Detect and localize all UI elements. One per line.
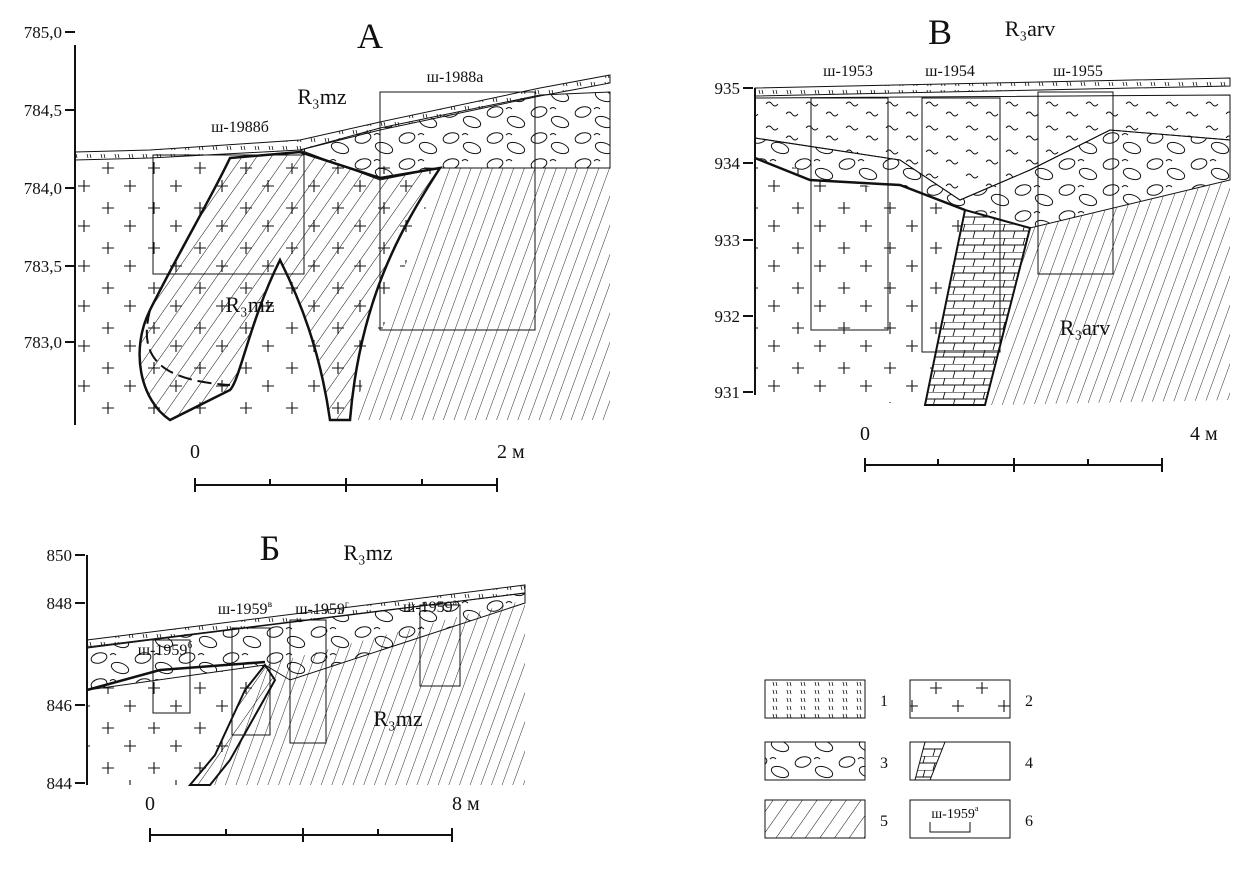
y-tick-label: 784,0 (24, 179, 62, 198)
legend-number: 4 (1025, 755, 1033, 772)
section-a (75, 45, 610, 492)
shaft-label-sup: б (187, 640, 192, 651)
scale-label: 2 м (497, 441, 525, 463)
shaft-label-sup: в (268, 599, 273, 610)
shaft-label: ш-1954 (925, 63, 975, 80)
panel-title: Б (260, 528, 281, 568)
formation-label: R₃mz (297, 84, 346, 109)
shaft-label: ш-1988а (427, 69, 484, 86)
shaft-label-sup: г (345, 599, 349, 610)
y-tick-label: 784,5 (24, 101, 62, 120)
shaft-label-text: ш-1959 (295, 601, 345, 618)
legend-number: 1 (880, 693, 888, 710)
y-tick-label: 933 (715, 231, 741, 250)
scale-label: 8 м (452, 793, 480, 815)
shaft-label-text: ш-1955 (1053, 63, 1103, 80)
shaft-label: ш-1988б (211, 119, 269, 136)
scale-label: 4 м (1190, 423, 1218, 445)
y-tick-label: 931 (715, 383, 741, 402)
legend-number: 6 (1025, 813, 1033, 830)
shaft-label-text: ш-1954 (925, 63, 975, 80)
legend-number: 3 (880, 755, 888, 772)
scale-label: 0 (145, 793, 155, 815)
formation-label: R₃arv (1060, 315, 1110, 340)
shaft-label-sup: а (453, 597, 458, 608)
formation-label: R₃arv (1005, 16, 1055, 41)
shaft-label-text: ш-1959 (218, 601, 268, 618)
shaft-label-text: ш-1959 (138, 642, 188, 659)
shaft-label-text: ш-1988а (427, 69, 484, 86)
section-b (755, 78, 1230, 472)
y-tick-label: 783,0 (24, 333, 62, 352)
figure: А R₃mz R₃mz ш-1988б ш-1988а 785,0 784,5 784,0 78… (0, 0, 1243, 869)
shaft-label-text: ш-1988б (211, 119, 269, 136)
y-tick-label: 783,5 (24, 257, 62, 276)
formation-label: R₃mz (373, 706, 422, 731)
scale-label: 0 (190, 441, 200, 463)
panel-title: В (928, 12, 952, 52)
y-tick-label: 934 (715, 154, 741, 173)
shaft-label: ш-1953 (823, 63, 873, 80)
shaft-label-text: ш-1959 (403, 599, 453, 616)
legend-number: 5 (880, 813, 888, 830)
y-tick-label: 846 (47, 696, 73, 715)
y-tick-label: 850 (47, 546, 73, 565)
formation-label: R₃mz (343, 540, 392, 565)
shaft-label: ш-1959в (218, 599, 273, 618)
scale-label: 0 (860, 423, 870, 445)
shaft-label: ш-1955 (1053, 63, 1103, 80)
y-tick-label: 932 (715, 307, 741, 326)
shaft-label: ш-1959г (295, 599, 349, 618)
y-tick-label: 785,0 (24, 23, 62, 42)
formation-label: R₃mz (225, 292, 274, 317)
legend-sample-sup: а (975, 804, 979, 813)
legend-sample-text: ш-1959 (931, 807, 974, 822)
legend-sample: ш-1959а (931, 804, 978, 822)
shaft-label: ш-1959а (403, 597, 458, 616)
panel-title: А (357, 16, 383, 56)
y-tick-label: 935 (715, 79, 741, 98)
y-tick-label: 844 (47, 774, 73, 793)
y-tick-label: 848 (47, 594, 73, 613)
legend-number: 2 (1025, 693, 1033, 710)
shaft-label-text: ш-1953 (823, 63, 873, 80)
shaft-label: ш-1959б (138, 640, 193, 659)
